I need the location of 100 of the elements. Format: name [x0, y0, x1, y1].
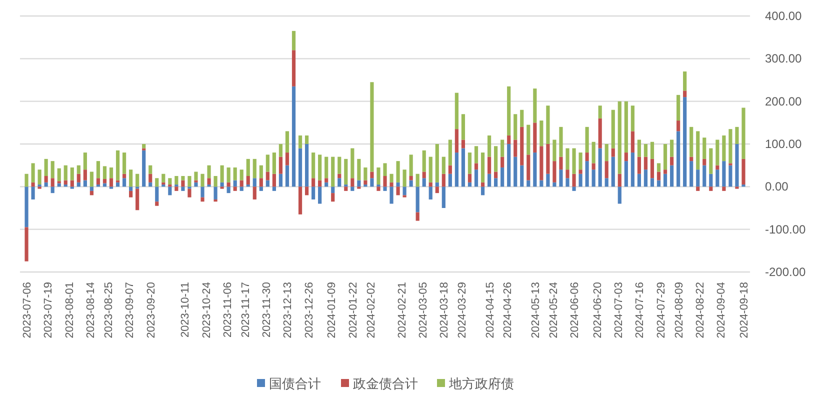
- bar: [266, 172, 270, 180]
- bar: [598, 148, 602, 187]
- bar: [383, 176, 387, 187]
- bar: [644, 144, 648, 157]
- bar: [266, 180, 270, 187]
- bar: [331, 156, 335, 187]
- bar: [435, 186, 439, 194]
- y-tick-label: -200.00: [765, 265, 806, 279]
- bar: [696, 186, 700, 191]
- bar: [174, 176, 178, 185]
- bar: [376, 186, 380, 191]
- bar: [24, 186, 28, 228]
- bar: [630, 131, 634, 153]
- bar: [240, 180, 244, 187]
- bar: [331, 193, 335, 202]
- bar: [494, 146, 498, 172]
- bar: [448, 140, 452, 166]
- bar: [304, 135, 309, 144]
- x-tick-label: 2023-08-01: [64, 282, 76, 338]
- bar: [188, 176, 192, 187]
- bar: [533, 152, 537, 187]
- bar: [696, 131, 700, 170]
- bar: [233, 186, 237, 191]
- bar: [70, 167, 74, 180]
- bar: [716, 140, 720, 166]
- bar: [396, 161, 400, 182]
- bar: [292, 86, 296, 187]
- x-tick-label: 2024-09-04: [716, 282, 728, 338]
- bar: [278, 174, 283, 187]
- bar: [324, 178, 328, 182]
- bar: [624, 101, 628, 153]
- bar: [702, 138, 706, 159]
- x-tick-label: 2023-11-30: [261, 282, 274, 338]
- bar: [454, 129, 458, 153]
- bar: [637, 174, 641, 187]
- x-tick-label: 2023-11-17: [240, 282, 252, 338]
- x-tick-label: 2024-07-16: [634, 282, 646, 338]
- bar: [38, 170, 42, 185]
- bar: [461, 148, 466, 187]
- bar: [442, 186, 446, 208]
- x-tick-label: 2023-10-24: [200, 282, 213, 338]
- bar: [344, 158, 348, 185]
- bar: [618, 174, 622, 187]
- bar: [194, 172, 198, 180]
- bar: [480, 186, 485, 196]
- bar: [24, 227, 28, 262]
- bar: [566, 178, 570, 187]
- bar: [709, 186, 713, 191]
- x-tick-label: 2024-05-24: [548, 282, 560, 338]
- bar: [148, 182, 152, 187]
- bar: [461, 114, 466, 140]
- bar: [142, 150, 146, 187]
- bar: [278, 156, 283, 174]
- bar: [604, 144, 608, 162]
- bar: [83, 170, 87, 180]
- legend-label: 国债合计: [269, 376, 321, 391]
- bar: [116, 182, 120, 187]
- bar: [285, 165, 290, 187]
- bar: [129, 186, 133, 191]
- bar: [396, 186, 400, 196]
- x-tick-label: 2024-06-06: [569, 282, 582, 338]
- bar: [83, 152, 87, 170]
- bar: [630, 152, 634, 187]
- bar: [70, 180, 74, 187]
- y-tick-label: 400.00: [765, 9, 802, 23]
- bar: [454, 92, 458, 130]
- bar: [376, 167, 380, 185]
- legend-label: 政金债合计: [353, 376, 418, 391]
- bar: [285, 152, 290, 166]
- bar: [312, 152, 316, 178]
- bar: [630, 106, 634, 132]
- x-tick-label: 2023-08-25: [102, 282, 115, 338]
- bar: [102, 178, 107, 184]
- bar: [402, 186, 406, 196]
- bar: [742, 108, 746, 159]
- bar: [155, 202, 159, 206]
- bar: [670, 165, 674, 187]
- x-tick-label: 2024-04-26: [502, 282, 514, 338]
- y-tick-label: 100.00: [765, 137, 802, 151]
- x-tick-label: 2023-09-20: [145, 282, 158, 338]
- bar: [598, 106, 602, 118]
- bar: [350, 186, 354, 191]
- bar: [546, 106, 550, 144]
- bar: [422, 178, 426, 187]
- x-tick-label: 2023-07-19: [42, 282, 55, 338]
- bar: [546, 174, 550, 187]
- bar: [390, 186, 394, 204]
- bar: [122, 178, 126, 187]
- bar: [416, 186, 420, 212]
- bar: [442, 156, 446, 174]
- bar: [526, 180, 530, 187]
- bar: [220, 165, 224, 182]
- bar: [507, 144, 511, 187]
- bar: [683, 97, 687, 187]
- bar: [572, 174, 576, 187]
- bar: [728, 165, 732, 187]
- bar: [611, 110, 615, 148]
- x-tick-label: 2024-03-05: [417, 282, 430, 338]
- y-tick-label: 300.00: [765, 52, 802, 66]
- bar: [338, 156, 342, 174]
